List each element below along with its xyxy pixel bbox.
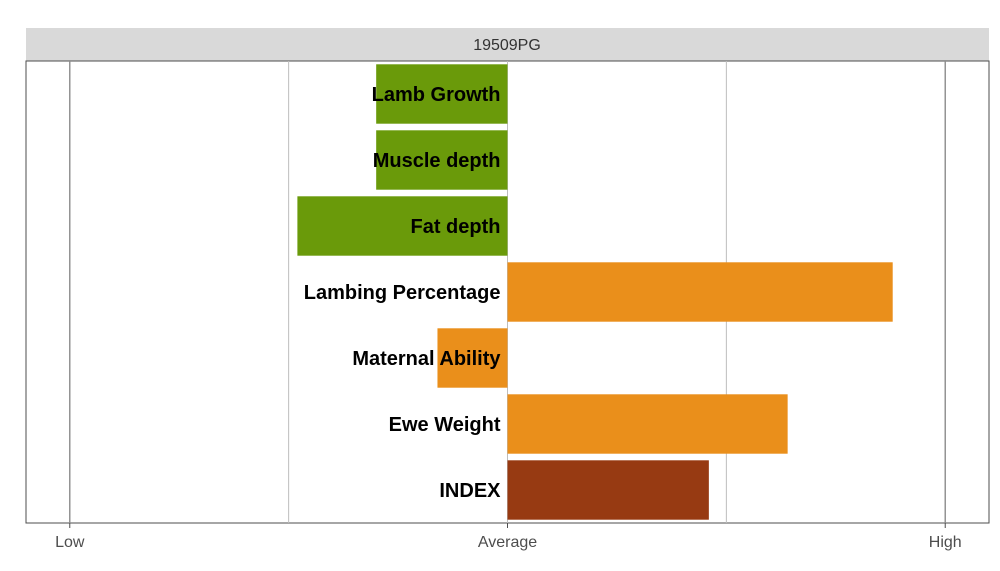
bar-label: INDEX: [439, 480, 501, 502]
chart-title: 19509PG: [473, 37, 541, 54]
bar-label: Ewe Weight: [389, 414, 501, 436]
bar-label: Muscle depth: [373, 150, 501, 172]
tick-label: Average: [478, 534, 537, 551]
bar-label: Fat depth: [411, 216, 501, 238]
bar: [507, 460, 709, 520]
bar-label: Lambing Percentage: [304, 282, 501, 304]
bar: [507, 262, 893, 322]
tick-label: High: [929, 534, 962, 551]
bar-label: Maternal Ability: [352, 348, 501, 370]
x-axis-ticks: Low Average High: [55, 523, 962, 551]
bar: [297, 196, 508, 256]
bar-label: Lamb Growth: [372, 84, 501, 106]
strip-background: [26, 28, 989, 61]
bar: [507, 394, 788, 454]
bar: [437, 328, 508, 388]
bar-labels: Lamb Growth Muscle depth Fat depth Lambing …: [304, 84, 502, 502]
bar: [376, 64, 508, 124]
tick-label: Low: [55, 534, 85, 551]
bar: [376, 130, 508, 190]
bars: [297, 64, 893, 520]
